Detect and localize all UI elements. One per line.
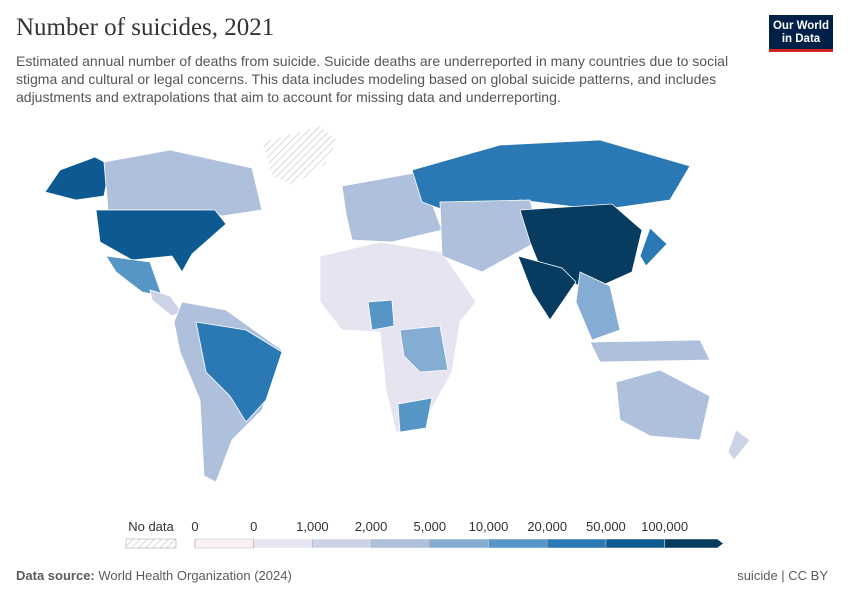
japan — [639, 227, 668, 267]
logo-line: Our World — [772, 20, 829, 32]
legend-tick-label: 1,000 — [296, 519, 329, 534]
legend: No data 0 0 1,000 2,000 5,000 10,000 20,000 50,… — [125, 519, 724, 549]
alaska — [44, 156, 111, 201]
indonesia — [589, 339, 711, 363]
greenland — [261, 125, 339, 187]
countries — [44, 125, 751, 483]
middle-east — [439, 199, 541, 273]
legend-tick-label: 5,000 — [414, 519, 447, 534]
legend-tick-label: 0 — [250, 519, 257, 534]
legend-tick-label: 0 — [191, 519, 198, 534]
logo[interactable]: Our World in Data — [769, 15, 833, 52]
australia — [615, 369, 711, 441]
title: Number of suicides, 2021 — [16, 14, 275, 41]
brazil — [195, 321, 283, 423]
source-text: World Health Organization (2024) — [98, 568, 292, 583]
legend-bin — [605, 538, 665, 549]
logo-line: in Data — [781, 32, 821, 45]
legend-bin — [253, 538, 313, 549]
canada — [103, 149, 263, 217]
legend-bin — [312, 538, 372, 549]
legend-bin — [664, 538, 724, 549]
central-africa — [399, 325, 449, 373]
subtitle: Estimated annual number of deaths from s… — [16, 53, 729, 105]
central-america — [149, 289, 183, 317]
footer-right: suicide | CC BY — [737, 568, 828, 583]
legend-bin — [488, 538, 548, 549]
legend-bin — [370, 538, 431, 549]
legend-tick-label: 10,000 — [469, 519, 509, 534]
usa — [95, 209, 227, 273]
no-data-label: No data — [128, 519, 174, 534]
no-data-swatch — [125, 538, 177, 549]
legend-tick-label: 50,000 — [586, 519, 626, 534]
mexico — [105, 255, 163, 297]
south-africa — [397, 397, 433, 433]
source-label: Data source: — [16, 568, 95, 583]
source: Data source: World Health Organization (… — [16, 568, 292, 583]
legend-tick-label: 100,000 — [641, 519, 688, 534]
legend-bin — [546, 538, 607, 549]
legend-tick-label: 20,000 — [527, 519, 567, 534]
legend-tick-label: 2,000 — [355, 519, 388, 534]
india — [517, 255, 577, 321]
new-zealand — [727, 429, 751, 461]
se-asia — [575, 271, 621, 341]
legend-bin — [429, 538, 489, 549]
africa — [319, 241, 477, 433]
nigeria — [367, 299, 395, 331]
legend-bin — [194, 538, 254, 549]
